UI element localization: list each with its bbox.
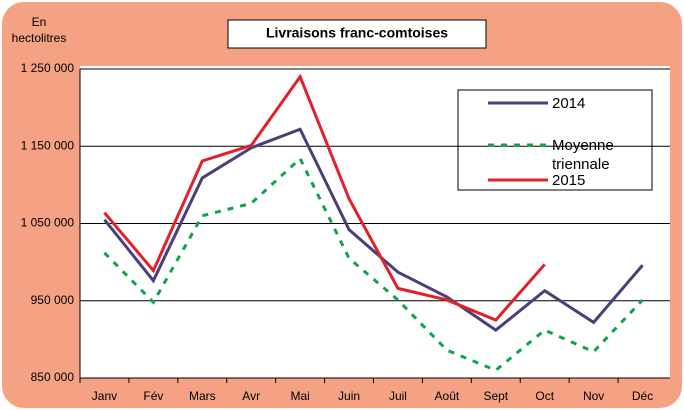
x-tick-label: Janv [92, 389, 117, 403]
y-axis-label: En hectolitres [11, 15, 67, 45]
title-box [227, 19, 487, 49]
legend-label: Moyenne triennale [552, 137, 614, 173]
chart-title: Livraisons franc-comtoises [266, 25, 448, 41]
y-tick-label: 1 250 000 [21, 61, 75, 75]
y-tick-label: 850 000 [31, 370, 75, 384]
series-line [103, 127, 644, 332]
x-tick-label: Nov [583, 389, 604, 403]
x-tick-label: Juin [338, 389, 360, 403]
x-tick-label: Juil [389, 389, 407, 403]
legend-label: 2015 [552, 172, 586, 189]
legend-box [457, 89, 653, 191]
y-tick-label: 1 150 000 [21, 138, 75, 152]
x-tick-label: Mai [290, 389, 309, 403]
x-tick-label: Sept [483, 389, 508, 403]
x-tick-label: Avr [242, 389, 260, 403]
legend-label: 2014 [552, 95, 586, 112]
series-line [103, 73, 546, 322]
y-tick-label: 950 000 [31, 293, 75, 307]
y-tick-label: 1 050 000 [21, 216, 75, 230]
x-tick-label: Mars [189, 389, 216, 403]
x-tick-label: Fév [143, 389, 163, 403]
x-tick-label: Déc [632, 389, 653, 403]
x-tick-label: Août [435, 389, 460, 403]
x-tick-label: Oct [535, 389, 554, 403]
